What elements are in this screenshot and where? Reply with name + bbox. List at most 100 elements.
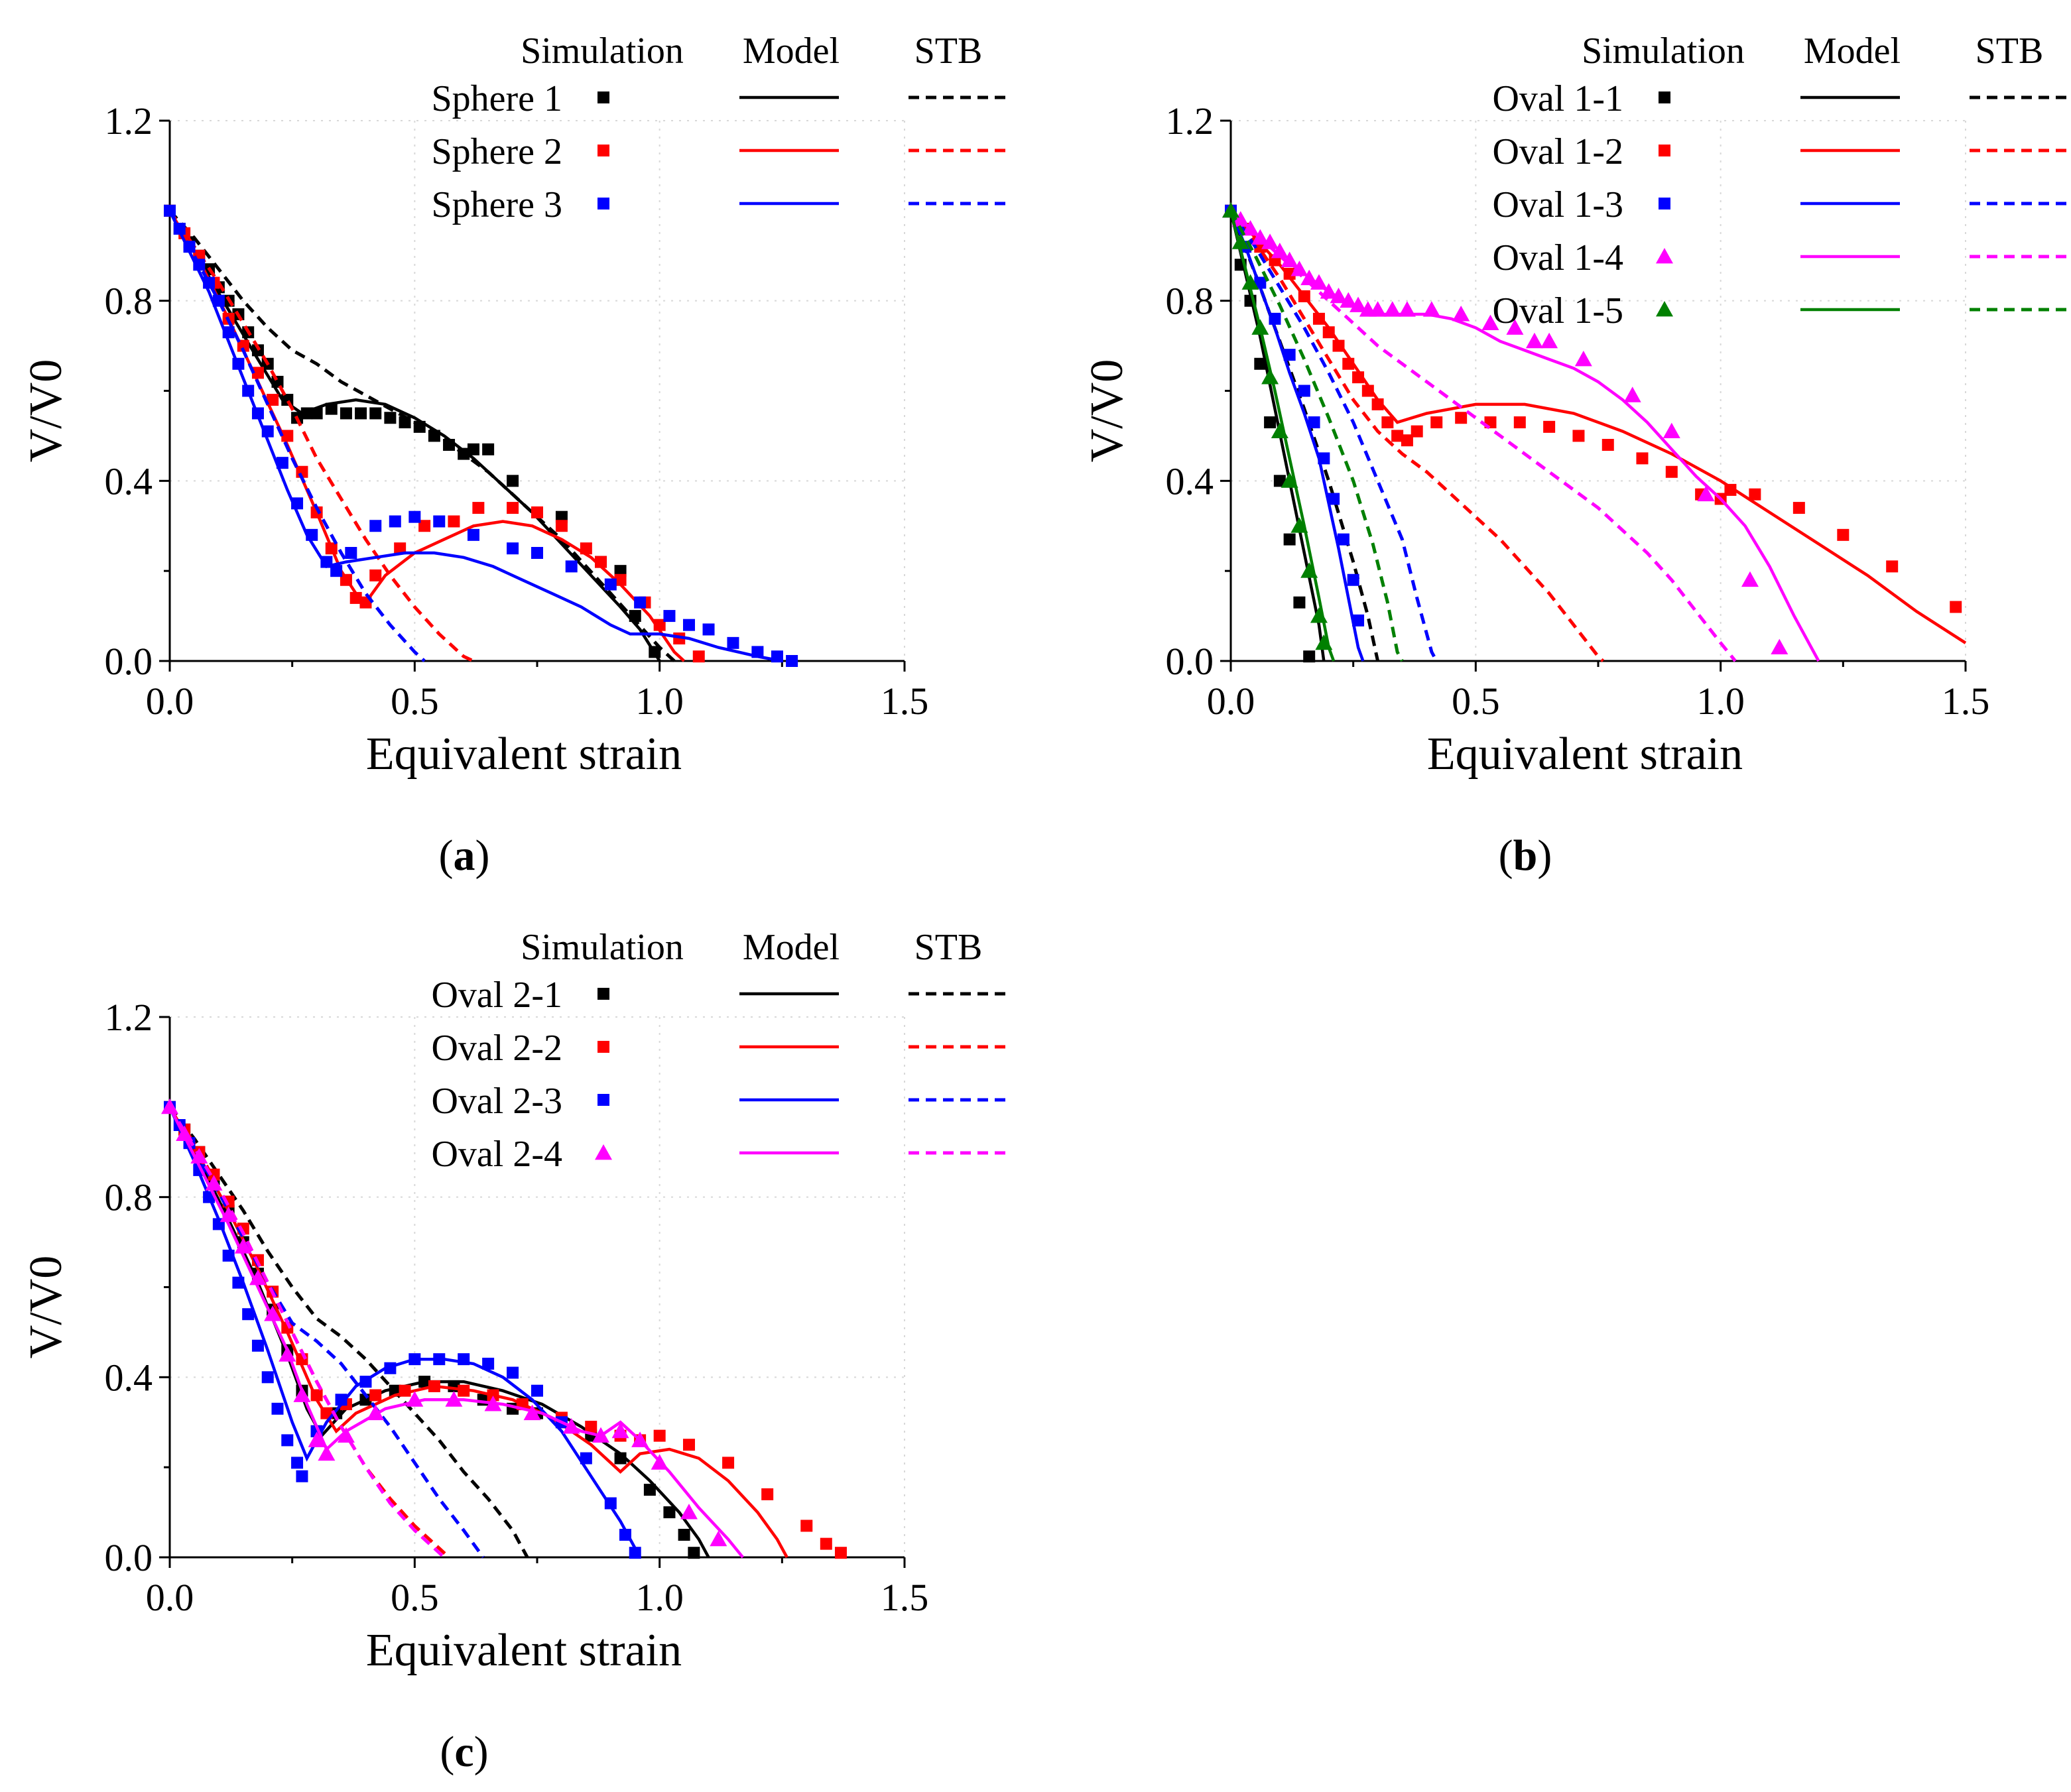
simulation-point xyxy=(369,407,382,420)
simulation-point xyxy=(653,1429,666,1442)
simulation-point xyxy=(1741,571,1759,587)
simulation-point xyxy=(261,1371,274,1384)
simulation-point xyxy=(1455,412,1468,424)
simulation-point xyxy=(1792,502,1805,514)
simulation-point xyxy=(649,646,661,658)
simulation-point xyxy=(614,573,627,586)
y-axis-title: V/V0 xyxy=(21,1256,72,1359)
simulation-point xyxy=(1352,371,1365,384)
simulation-point xyxy=(193,259,206,271)
simulation-point xyxy=(1290,261,1308,276)
simulation-point xyxy=(1283,349,1296,361)
simulation-point xyxy=(232,357,245,370)
panel-c: 0.0 0.4 0.8 1.2 0.0 0.5 1.0 1.5 Equivalent strai… xyxy=(21,927,1008,1776)
simulation-point xyxy=(232,1276,245,1289)
simulation-point xyxy=(1298,385,1310,397)
simulation-point xyxy=(507,475,519,487)
simulation-point xyxy=(310,1389,323,1402)
simulation-point xyxy=(1241,274,1259,290)
simulation-point xyxy=(251,367,264,379)
simulation-point xyxy=(1401,434,1413,447)
y-tick-label: 0.0 xyxy=(105,1536,153,1579)
simulation-point xyxy=(369,1389,382,1402)
model-line xyxy=(168,209,661,662)
stb-line xyxy=(168,209,426,662)
legend-simulation-marker xyxy=(597,988,609,1000)
simulation-point xyxy=(1310,607,1328,623)
simulation-point xyxy=(1525,332,1543,349)
simulation-point xyxy=(281,394,294,406)
simulation-point xyxy=(1663,422,1680,439)
simulation-point xyxy=(234,1238,252,1254)
simulation-point xyxy=(1342,357,1355,370)
simulation-point xyxy=(1283,267,1296,280)
simulation-point xyxy=(1724,483,1737,496)
stb-line xyxy=(168,209,475,663)
simulation-point xyxy=(399,1384,411,1397)
legend-simulation-marker xyxy=(595,1144,612,1160)
simulation-point xyxy=(1411,425,1423,438)
simulation-point xyxy=(433,515,446,528)
legend-label: Sphere 3 xyxy=(431,184,562,225)
simulation-point xyxy=(1303,650,1316,663)
legend-header-model: Model xyxy=(743,30,840,72)
simulation-point xyxy=(562,1418,580,1434)
x-tick-label: 1.0 xyxy=(635,680,684,723)
simulation-point xyxy=(318,1445,336,1461)
legend-label: Sphere 2 xyxy=(431,131,562,172)
simulation-point xyxy=(710,1530,727,1547)
simulation-point xyxy=(663,610,676,623)
simulation-point xyxy=(619,1529,631,1541)
simulation-point xyxy=(751,646,764,658)
legend-simulation-marker xyxy=(597,1041,609,1053)
simulation-point xyxy=(271,1402,284,1415)
legend-entry: Sphere 3 xyxy=(431,184,1008,225)
simulation-point xyxy=(1312,312,1325,325)
simulation-point xyxy=(592,1427,610,1443)
simulation-point xyxy=(325,402,338,415)
simulation-point xyxy=(1574,350,1592,367)
simulation-point xyxy=(1315,634,1333,650)
legend-label: Oval 2-2 xyxy=(431,1028,562,1069)
y-tick-label: 0.4 xyxy=(1166,459,1214,503)
simulation-point xyxy=(555,520,568,532)
simulation-point xyxy=(585,1421,597,1433)
simulation-point xyxy=(1241,220,1259,236)
legend-label: Oval 1-5 xyxy=(1492,290,1623,331)
simulation-point xyxy=(242,1308,255,1321)
stb-line xyxy=(168,1106,529,1559)
legend-simulation-marker xyxy=(597,198,609,209)
x-tick-label: 1.0 xyxy=(635,1576,684,1619)
simulation-point xyxy=(1422,301,1440,317)
simulation-point xyxy=(1231,233,1249,249)
legend-simulation-marker xyxy=(1659,91,1670,103)
stb-line xyxy=(168,209,676,662)
simulation-point xyxy=(296,1470,308,1482)
stb-line xyxy=(1229,209,1438,662)
simulation-point xyxy=(531,506,543,518)
legend-entry: Oval 1-1 xyxy=(1492,78,2069,119)
x-tick-label: 0.0 xyxy=(146,680,194,723)
simulation-point xyxy=(276,457,288,469)
legend-header-stb: STB xyxy=(914,30,983,72)
simulation-point xyxy=(1506,319,1524,335)
simulation-point xyxy=(1697,485,1715,502)
simulation-point xyxy=(249,1269,267,1285)
simulation-point xyxy=(345,547,357,559)
simulation-point xyxy=(251,407,264,420)
simulation-point xyxy=(629,1547,641,1559)
simulation-point xyxy=(1269,312,1281,325)
simulation-point xyxy=(531,547,543,559)
simulation-point xyxy=(1383,301,1401,317)
legend-header-simulation: Simulation xyxy=(1582,30,1745,72)
simulation-point xyxy=(800,1520,813,1532)
simulation-point xyxy=(359,1376,372,1388)
simulation-point xyxy=(251,1339,264,1352)
y-axis-title: V/V0 xyxy=(21,359,72,463)
simulation-point xyxy=(1369,301,1387,317)
simulation-point xyxy=(467,528,479,541)
series-oval-1-3 xyxy=(1225,204,1438,662)
y-tick-label: 0.4 xyxy=(105,459,153,503)
simulation-point xyxy=(306,528,318,541)
x-axis-title: Equivalent strain xyxy=(366,1625,682,1676)
